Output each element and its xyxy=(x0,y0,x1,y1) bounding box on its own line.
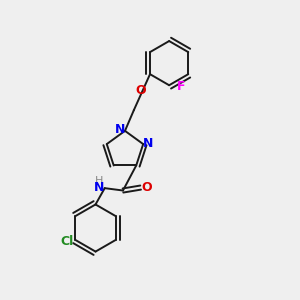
Text: N: N xyxy=(94,181,105,194)
Text: N: N xyxy=(143,137,154,150)
Text: N: N xyxy=(115,123,125,136)
Text: Cl: Cl xyxy=(60,235,74,248)
Text: H: H xyxy=(95,176,103,186)
Text: O: O xyxy=(135,84,146,97)
Text: F: F xyxy=(176,80,185,93)
Text: O: O xyxy=(141,181,152,194)
